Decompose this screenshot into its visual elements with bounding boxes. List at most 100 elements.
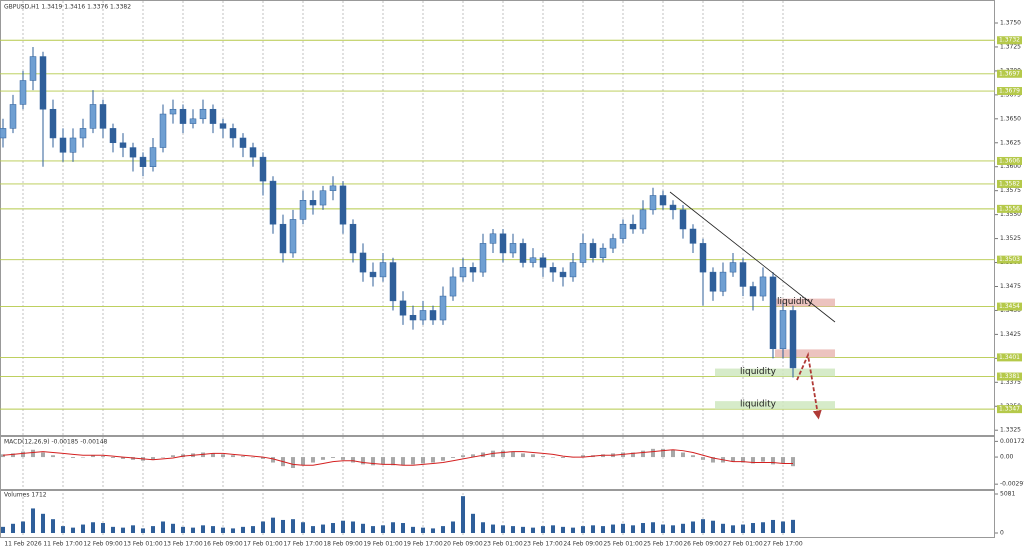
candle-body [349,223,357,254]
y-tick-label: 1.3325 [1000,427,1021,434]
macd-bar [541,456,545,458]
macd-title: MACD(12,26,9) -0.00185 -0.00148 [4,439,108,446]
candle-body [39,56,47,110]
x-tick-label: 17 Feb 01:00 [243,541,283,548]
price-panel [0,0,995,436]
y-tick-label: 1.3725 [1000,43,1021,50]
candle-body [709,271,717,292]
volume-bar [711,520,715,534]
y-tick-label: 1.3475 [1000,283,1021,290]
macd-bar [1,454,5,458]
volume-bar [731,525,735,534]
macd-bar [61,457,65,458]
candle-body [619,223,627,239]
volume-bar [331,523,335,534]
x-tick-label: 19 Feb 01:00 [363,541,403,548]
macd-bar [391,457,395,466]
candle-body [169,108,177,115]
x-tick-label: 16 Feb 09:00 [203,541,243,548]
macd-bar [71,457,75,458]
volume-bar [121,527,125,534]
macd-bar [421,457,425,464]
macd-bar [681,452,685,458]
level-label: 1.3606 [999,157,1020,164]
volume-bar [261,521,265,534]
macd-bar [11,453,15,458]
volume-bar [211,526,215,534]
candle-body [199,108,207,120]
macd-bar [241,456,245,458]
level-label: 1.3556 [999,205,1020,212]
macd-bar [151,457,155,460]
volume-bar [601,526,605,534]
macd-bar [41,452,45,458]
macd-bar [361,457,365,465]
macd-bar [561,457,565,458]
candle-body [219,123,227,129]
volume-bar [421,527,425,534]
x-tick-label: 27 Feb 01:00 [723,541,763,548]
candle-body [359,252,367,273]
candle-body [149,147,157,167]
candle-body [399,300,407,316]
volume-bar [781,521,785,534]
macd-bar [451,457,455,458]
candle-body [659,195,667,206]
plot [0,46,797,534]
level-tag [997,405,1022,414]
volume-bar [371,526,375,534]
macd-bar [741,457,745,463]
volume-bar [291,519,295,534]
candle-body [329,185,337,191]
level-tag [997,302,1022,311]
macd-bar [521,453,525,458]
y-tick-label: 0.00 [1000,454,1014,461]
x-tick-label: 13 Feb 01:00 [123,541,163,548]
x-tick-label: 23 Feb 01:00 [483,541,523,548]
x-tick-label: 11 Feb 2026 [4,541,42,548]
x-tick-label: 19 Feb 17:00 [403,541,443,548]
macd-bar [171,455,175,458]
volume-bar [501,525,505,534]
macd-bar [291,457,295,469]
candle-body [89,104,97,129]
macd-bar [341,457,345,460]
volume-bar [461,496,465,534]
volume-bar [591,525,595,534]
candle-body [319,190,327,206]
macd-bar [501,450,505,458]
candle-body [589,243,597,258]
candle-body [549,267,557,273]
y-tick-label: 1.3425 [1000,331,1021,338]
candle-body [309,200,317,206]
candle-body [429,310,437,321]
y-tick-label: -0.00297 [1000,481,1024,488]
candle-body [599,247,607,258]
volume-bar [11,523,15,534]
macd-bar [111,457,115,458]
candle-body [19,80,27,105]
macd-bar [461,455,465,458]
volume-bar [81,524,85,534]
macd-bar [581,455,585,458]
macd-bar [221,454,225,458]
volume-bar [171,523,175,534]
macd-bar [271,457,275,463]
candle-body [419,310,427,321]
macd-bar [671,449,675,458]
volume-bar [721,523,725,534]
macd-bar [21,451,25,458]
volume-bar [441,526,445,534]
y-tick-label: 0 [1000,530,1004,537]
zone-label: liquidity [777,297,814,307]
volume-bar [411,526,415,534]
macd-bar [511,451,515,458]
volume-bar [561,526,565,534]
volume-bar [191,527,195,534]
volume-bar [401,523,405,534]
candle-body [139,156,147,167]
volume-bar [21,521,25,534]
macd-bar [701,457,705,460]
macd-panel [0,436,995,490]
volume-bar [681,523,685,534]
